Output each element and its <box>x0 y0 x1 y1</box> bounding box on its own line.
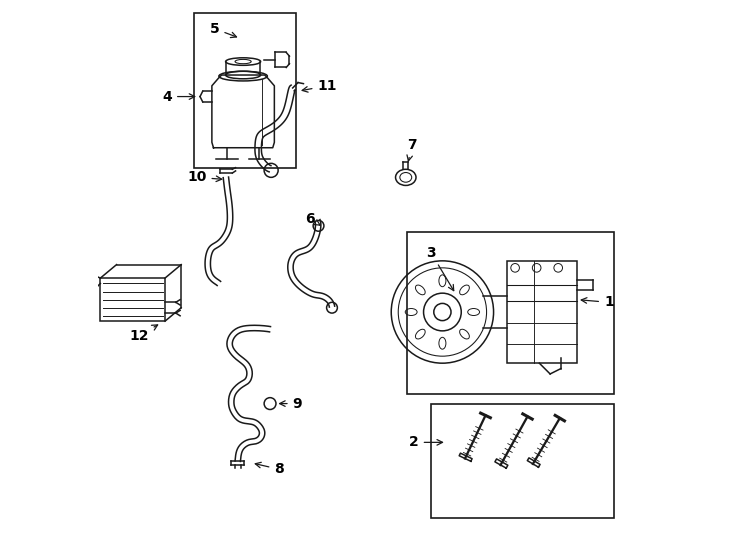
Text: 5: 5 <box>210 22 236 38</box>
Text: 1: 1 <box>581 295 614 309</box>
Text: 6: 6 <box>305 212 320 226</box>
Bar <box>507 261 577 363</box>
Bar <box>194 12 296 167</box>
Text: 11: 11 <box>302 79 337 93</box>
Text: 2: 2 <box>409 435 443 449</box>
Bar <box>431 403 614 518</box>
Bar <box>101 278 165 321</box>
Text: 12: 12 <box>129 325 158 343</box>
Bar <box>407 232 614 394</box>
Text: 10: 10 <box>187 170 222 184</box>
Text: 4: 4 <box>162 90 195 104</box>
Text: 9: 9 <box>280 396 302 410</box>
Text: 8: 8 <box>255 462 284 476</box>
Text: 7: 7 <box>407 138 417 161</box>
Text: 3: 3 <box>426 246 454 291</box>
